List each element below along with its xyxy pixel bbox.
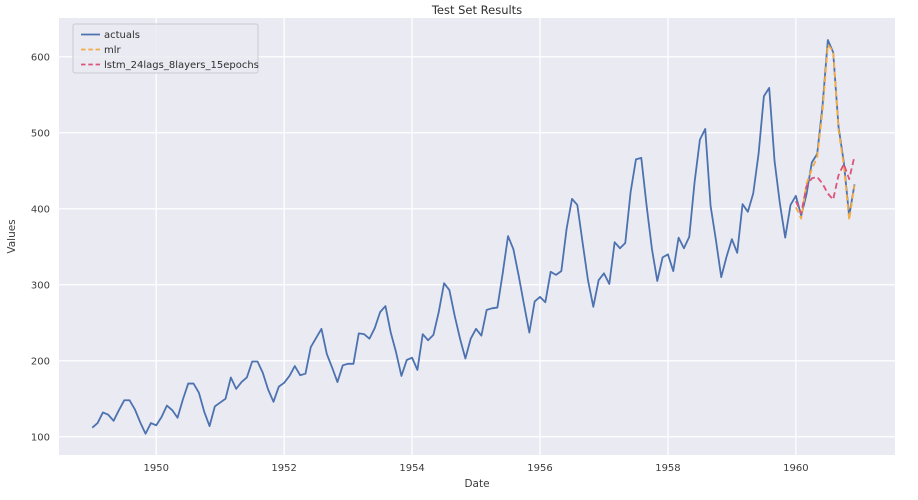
x-axis-label: Date bbox=[464, 478, 489, 490]
x-tick-label: 1958 bbox=[655, 463, 680, 474]
y-tick-label: 400 bbox=[31, 204, 50, 215]
legend-label-actuals: actuals bbox=[104, 30, 140, 41]
y-tick-label: 100 bbox=[31, 432, 50, 443]
plot-area bbox=[59, 18, 895, 455]
x-tick-label: 1960 bbox=[783, 463, 808, 474]
x-tick-label: 1952 bbox=[271, 463, 296, 474]
legend-label-mlr: mlr bbox=[104, 45, 122, 56]
chart-title: Test Set Results bbox=[431, 3, 522, 17]
y-tick-label: 600 bbox=[31, 52, 50, 63]
series-line-lstm-24lags-8layers-15epochs bbox=[795, 156, 856, 215]
y-tick-label: 200 bbox=[31, 356, 50, 367]
series-line-actuals bbox=[91, 39, 856, 435]
y-tick-label: 300 bbox=[31, 280, 50, 291]
y-tick-label: 500 bbox=[31, 128, 50, 139]
series-line-mlr bbox=[795, 43, 856, 222]
x-tick-label: 1950 bbox=[143, 463, 168, 474]
y-axis-label: Values bbox=[6, 219, 18, 253]
x-tick-label: 1956 bbox=[527, 463, 552, 474]
x-tick-label: 1954 bbox=[399, 463, 424, 474]
legend-label-lstm-24lags-8layers-15epochs: lstm_24lags_8layers_15epochs bbox=[104, 60, 259, 71]
legend-box bbox=[72, 23, 259, 74]
